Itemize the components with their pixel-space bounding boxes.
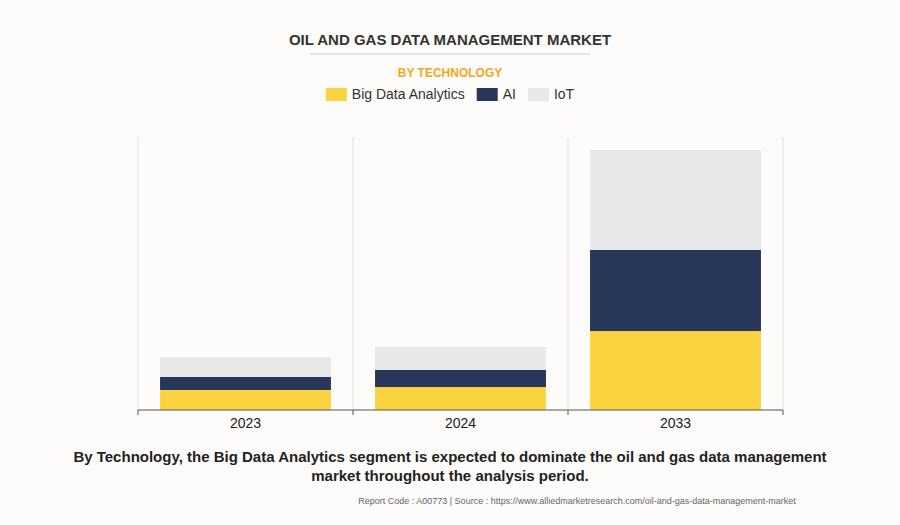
bar-segment (160, 377, 331, 390)
caption: By Technology, the Big Data Analytics se… (70, 447, 830, 485)
x-axis (138, 410, 783, 411)
legend-label: Big Data Analytics (352, 86, 465, 102)
legend-swatch (326, 88, 347, 101)
legend: Big Data Analytics AI IoT (326, 86, 575, 102)
bar-segment (160, 390, 331, 410)
title-rule (310, 54, 590, 55)
grid-line (568, 137, 569, 410)
x-tick (783, 410, 784, 415)
legend-swatch (528, 88, 549, 101)
bar-segment (590, 150, 761, 250)
bar-segment (375, 347, 546, 370)
bars (160, 150, 761, 410)
bar-segment (375, 387, 546, 410)
grid-line (353, 137, 354, 410)
x-tick-label: 2024 (445, 415, 476, 431)
bar-segment (590, 331, 761, 410)
legend-label: IoT (554, 86, 575, 102)
x-tick-label: 2033 (660, 415, 691, 431)
grid-line (138, 137, 139, 410)
x-tick (353, 410, 354, 415)
legend-item: IoT (528, 86, 575, 102)
legend-item: Big Data Analytics (326, 86, 465, 102)
grid-line (783, 137, 784, 410)
page: OIL AND GAS DATA MANAGEMENT MARKET BY TEC… (0, 0, 900, 525)
bar-segment (375, 370, 546, 387)
x-tick (138, 410, 139, 415)
subtitle: BY TECHNOLOGY (398, 66, 502, 80)
x-tick-label: 2023 (230, 415, 261, 431)
legend-label: AI (503, 86, 516, 102)
title: OIL AND GAS DATA MANAGEMENT MARKET (289, 31, 611, 48)
legend-item: AI (477, 86, 516, 102)
legend-swatch (477, 88, 498, 101)
bar-segment (160, 357, 331, 377)
x-tick (568, 410, 569, 415)
bar-segment (590, 250, 761, 331)
chart: OIL AND GAS DATA MANAGEMENT MARKET BY TEC… (0, 0, 900, 525)
source: Report Code : A00773 | Source : https://… (358, 496, 796, 506)
